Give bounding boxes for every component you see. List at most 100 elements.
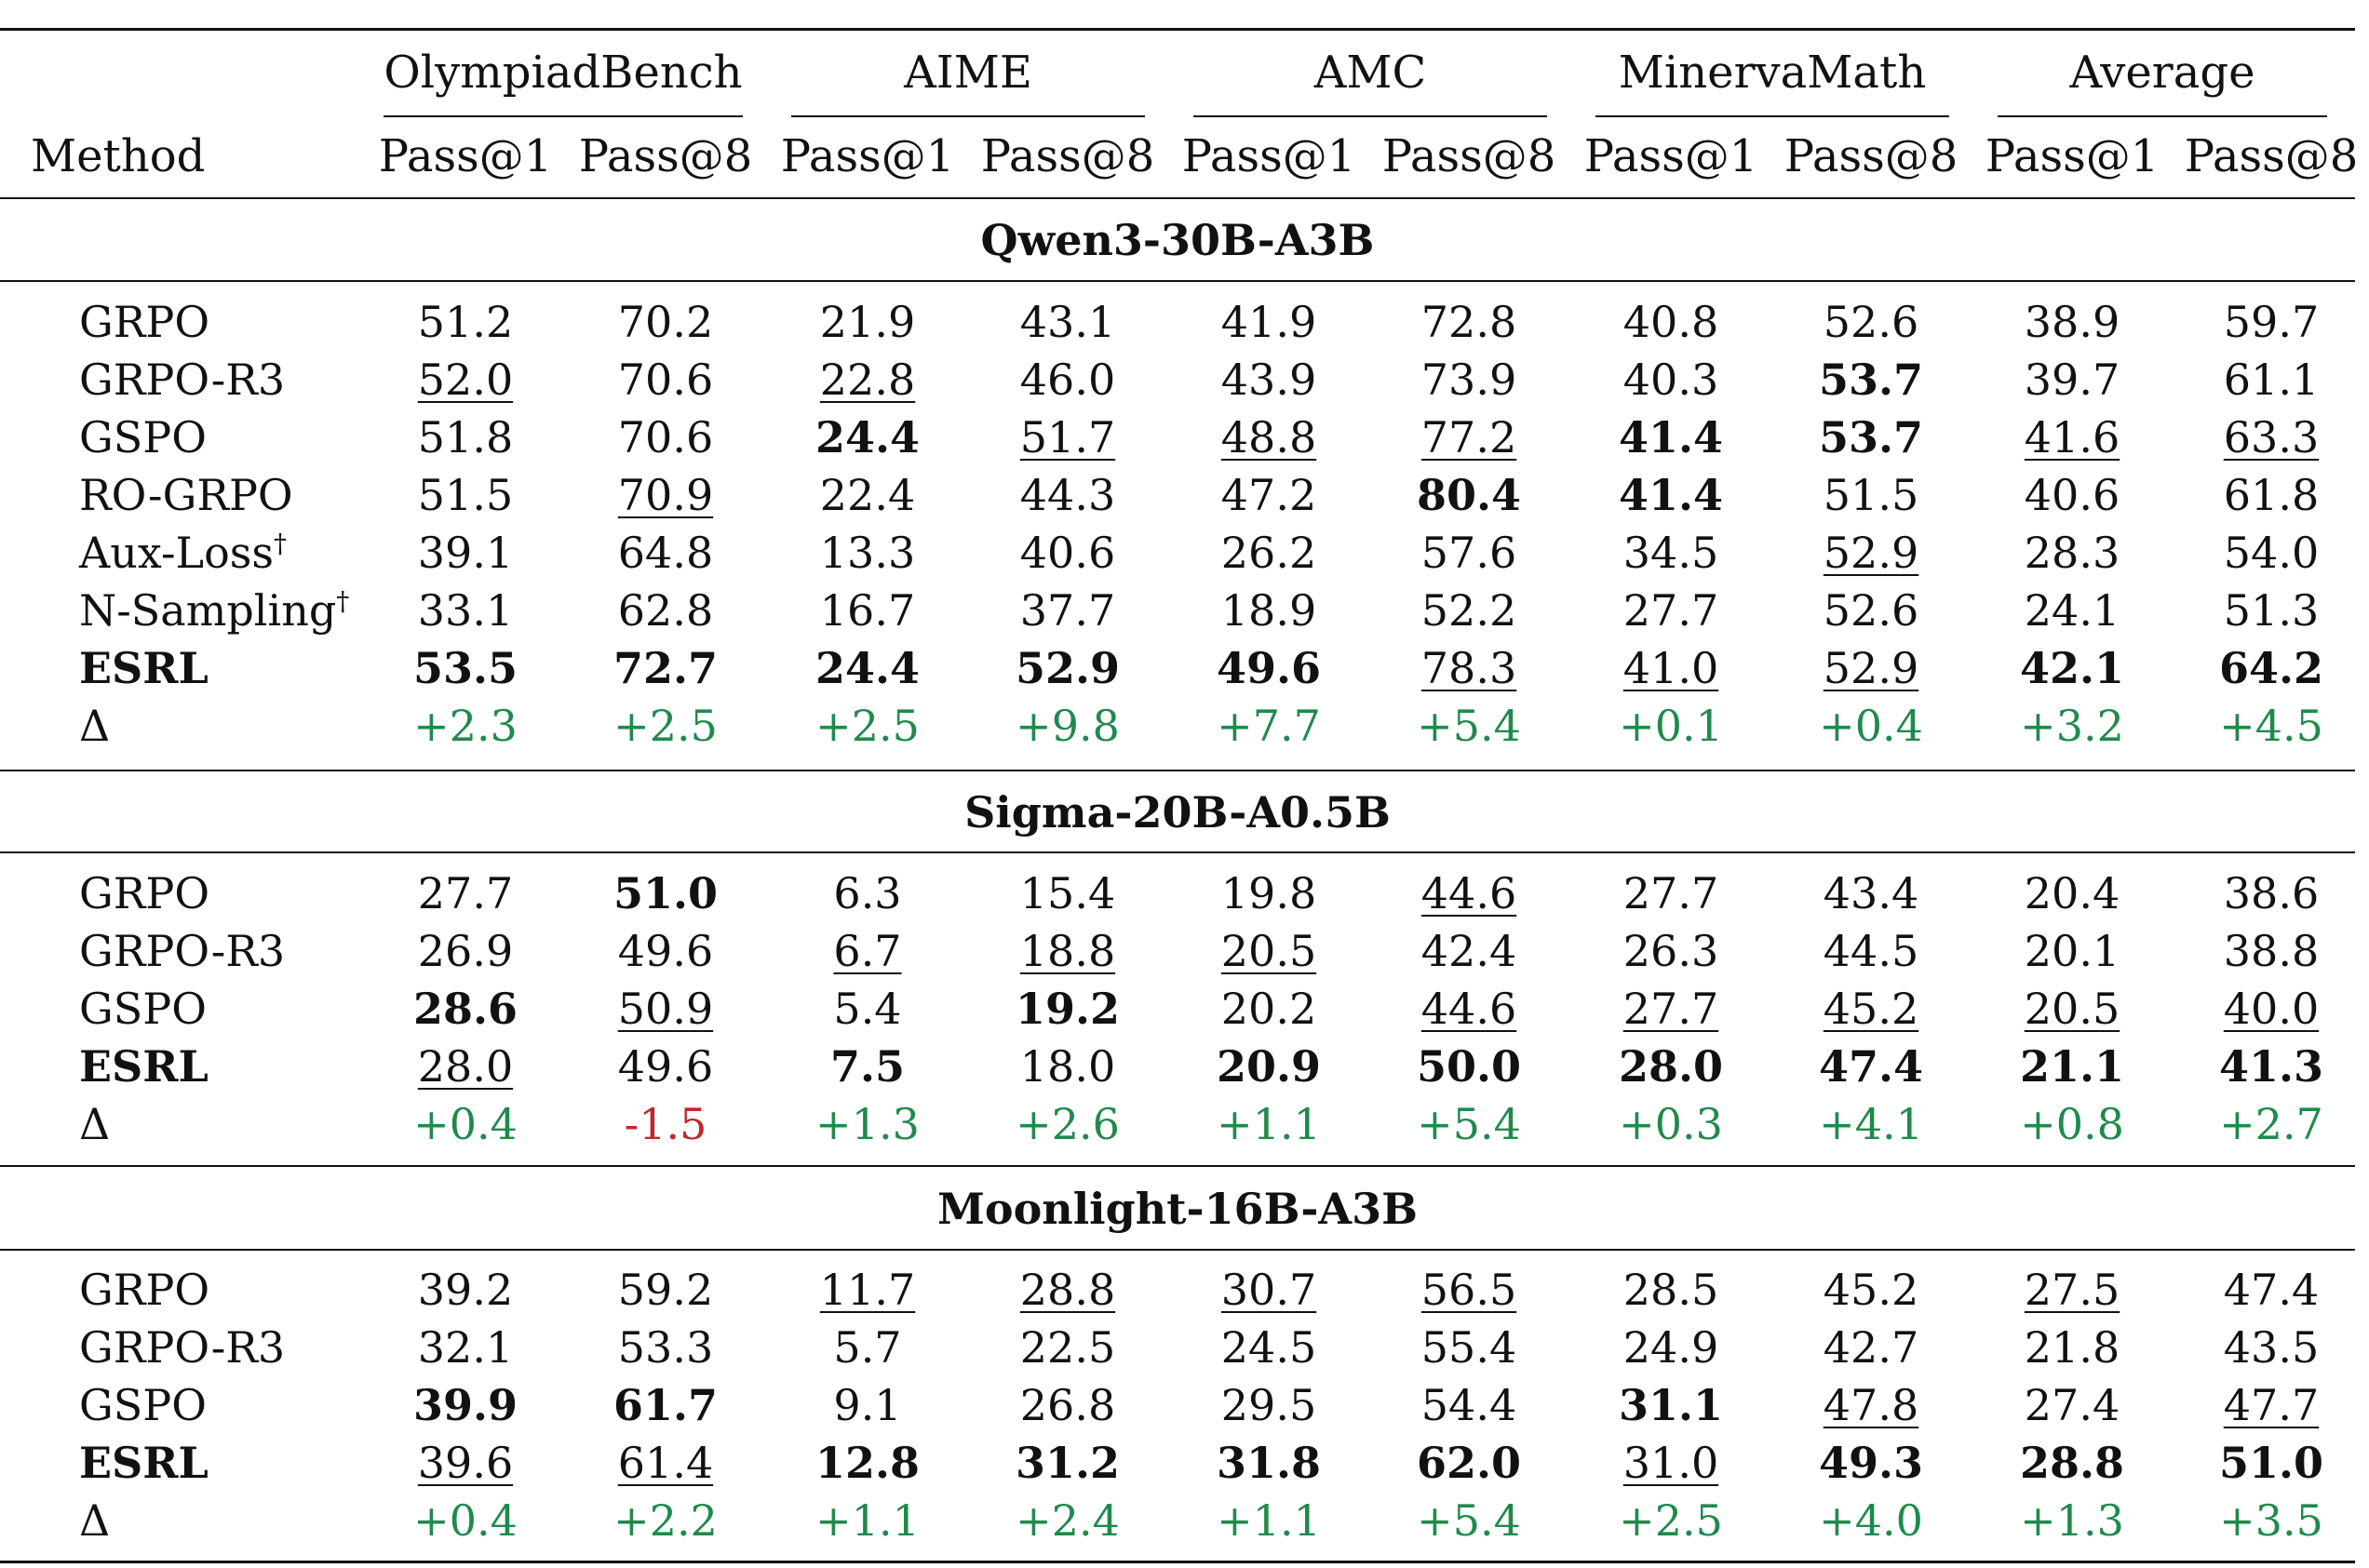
score-cell: 39.7	[2024, 355, 2120, 405]
score-cell: 27.4	[2024, 1380, 2120, 1430]
score-cell: 33.1	[417, 585, 514, 636]
delta-cell: +4.1	[1819, 1099, 1923, 1149]
section-1-title-rule	[0, 280, 2355, 282]
column-group-rule	[1193, 115, 1547, 117]
score-cell: 24.4	[814, 643, 921, 693]
score-cell: 44.3	[1019, 470, 1116, 520]
method-name: GSPO	[79, 1379, 207, 1431]
score-cell: 61.7	[612, 1380, 719, 1430]
dagger-footnote-mark: †	[336, 585, 350, 617]
method-label: ESRL	[79, 1041, 209, 1092]
section-title: Qwen3-30B-A3B	[980, 215, 1375, 265]
score-cell: 44.5	[1823, 926, 1919, 976]
method-name: Aux-Loss†	[79, 527, 287, 579]
top-rule	[0, 28, 2355, 31]
score-cell: 41.4	[1618, 412, 1724, 462]
delta-cell: +4.0	[1819, 1495, 1923, 1546]
score-cell: 24.9	[1622, 1322, 1719, 1373]
score-cell: 7.5	[829, 1041, 906, 1092]
score-cell: 80.4	[1416, 470, 1522, 520]
metric-column-header: Pass@1	[1181, 130, 1356, 182]
score-cell: 61.4	[617, 1438, 714, 1488]
score-cell: 20.2	[1220, 984, 1317, 1034]
method-name: ESRL	[79, 1437, 209, 1489]
column-group-rule	[791, 115, 1145, 117]
score-cell: 40.0	[2223, 984, 2320, 1034]
score-cell: 49.6	[1216, 643, 1322, 693]
score-cell: 45.2	[1823, 984, 1919, 1034]
metric-column-header: Pass@8	[2184, 130, 2359, 182]
score-cell: 51.0	[2218, 1438, 2324, 1488]
score-cell: 52.9	[1823, 643, 1919, 693]
score-cell: 28.3	[2024, 528, 2120, 578]
score-cell: 16.7	[819, 585, 916, 636]
score-cell: 52.0	[417, 355, 514, 405]
section-3-top-rule	[0, 1165, 2355, 1167]
score-cell: 53.7	[1818, 355, 1924, 405]
score-cell: 47.4	[1818, 1041, 1924, 1092]
column-group-rule	[384, 115, 743, 117]
delta-cell: +7.7	[1217, 701, 1321, 751]
score-cell: 22.5	[1019, 1322, 1116, 1373]
metric-column-header: Pass@1	[780, 130, 955, 182]
score-cell: 44.6	[1420, 984, 1517, 1034]
score-cell: 40.3	[1622, 355, 1719, 405]
method-label: Δ	[79, 1099, 111, 1149]
method-label: GRPO-R3	[79, 355, 286, 405]
score-cell: 51.7	[1019, 412, 1116, 462]
score-cell: 27.7	[1622, 984, 1719, 1034]
score-cell: 28.5	[1622, 1265, 1719, 1315]
score-cell: 55.4	[1420, 1322, 1517, 1373]
delta-cell: +0.4	[413, 1495, 518, 1546]
delta-row-label: Δ	[79, 1098, 110, 1150]
delta-cell: +1.1	[1217, 1099, 1321, 1149]
score-cell: 11.7	[819, 1265, 916, 1315]
method-name: GRPO	[79, 867, 209, 919]
score-cell: 47.8	[1823, 1380, 1919, 1430]
score-cell: 34.5	[1622, 528, 1719, 578]
score-cell: 38.9	[2024, 297, 2120, 347]
score-cell: 5.4	[833, 984, 902, 1034]
score-cell: 40.8	[1622, 297, 1719, 347]
delta-cell: +0.3	[1619, 1099, 1723, 1149]
header-bottom-rule	[0, 197, 2355, 199]
score-cell: 39.2	[417, 1265, 514, 1315]
delta-cell: +5.4	[1417, 701, 1521, 751]
score-cell: 39.9	[412, 1380, 518, 1430]
score-cell: 18.8	[1019, 926, 1116, 976]
score-cell: 41.0	[1622, 643, 1719, 693]
method-label: GSPO	[79, 1380, 207, 1430]
score-cell: 15.4	[1019, 868, 1116, 918]
delta-row-label: Δ	[79, 1494, 110, 1547]
score-cell: 43.5	[2223, 1322, 2320, 1373]
score-cell: 43.9	[1220, 355, 1317, 405]
score-cell: 26.2	[1220, 528, 1317, 578]
score-cell: 50.0	[1416, 1041, 1522, 1092]
score-cell: 39.6	[417, 1438, 514, 1488]
score-cell: 51.8	[417, 412, 514, 462]
score-cell: 61.1	[2223, 355, 2320, 405]
bottom-rule	[0, 1561, 2355, 1563]
delta-cell: +2.4	[1016, 1495, 1120, 1546]
section-title: Sigma-20B-A0.5B	[964, 787, 1391, 838]
delta-row-label: Δ	[79, 700, 110, 752]
score-cell: 6.3	[833, 868, 902, 918]
column-group-rule	[1998, 115, 2327, 117]
method-label: GSPO	[79, 984, 207, 1034]
score-cell: 28.6	[412, 984, 518, 1034]
score-cell: 24.1	[2024, 585, 2120, 636]
method-label: ESRL	[79, 1438, 209, 1488]
method-label: RO-GRPO	[79, 470, 293, 520]
score-cell: 52.9	[1015, 643, 1121, 693]
delta-cell: +1.1	[1217, 1495, 1321, 1546]
score-cell: 70.9	[617, 470, 714, 520]
score-cell: 44.6	[1420, 868, 1517, 918]
column-group-header: AMC	[1313, 47, 1427, 99]
score-cell: 53.3	[617, 1322, 714, 1373]
metric-column-header: Pass@8	[1381, 130, 1556, 182]
score-cell: 54.0	[2223, 528, 2320, 578]
score-cell: 27.7	[417, 868, 514, 918]
method-label: Aux-Loss	[79, 528, 274, 578]
score-cell: 26.8	[1019, 1380, 1116, 1430]
score-cell: 59.7	[2223, 297, 2320, 347]
